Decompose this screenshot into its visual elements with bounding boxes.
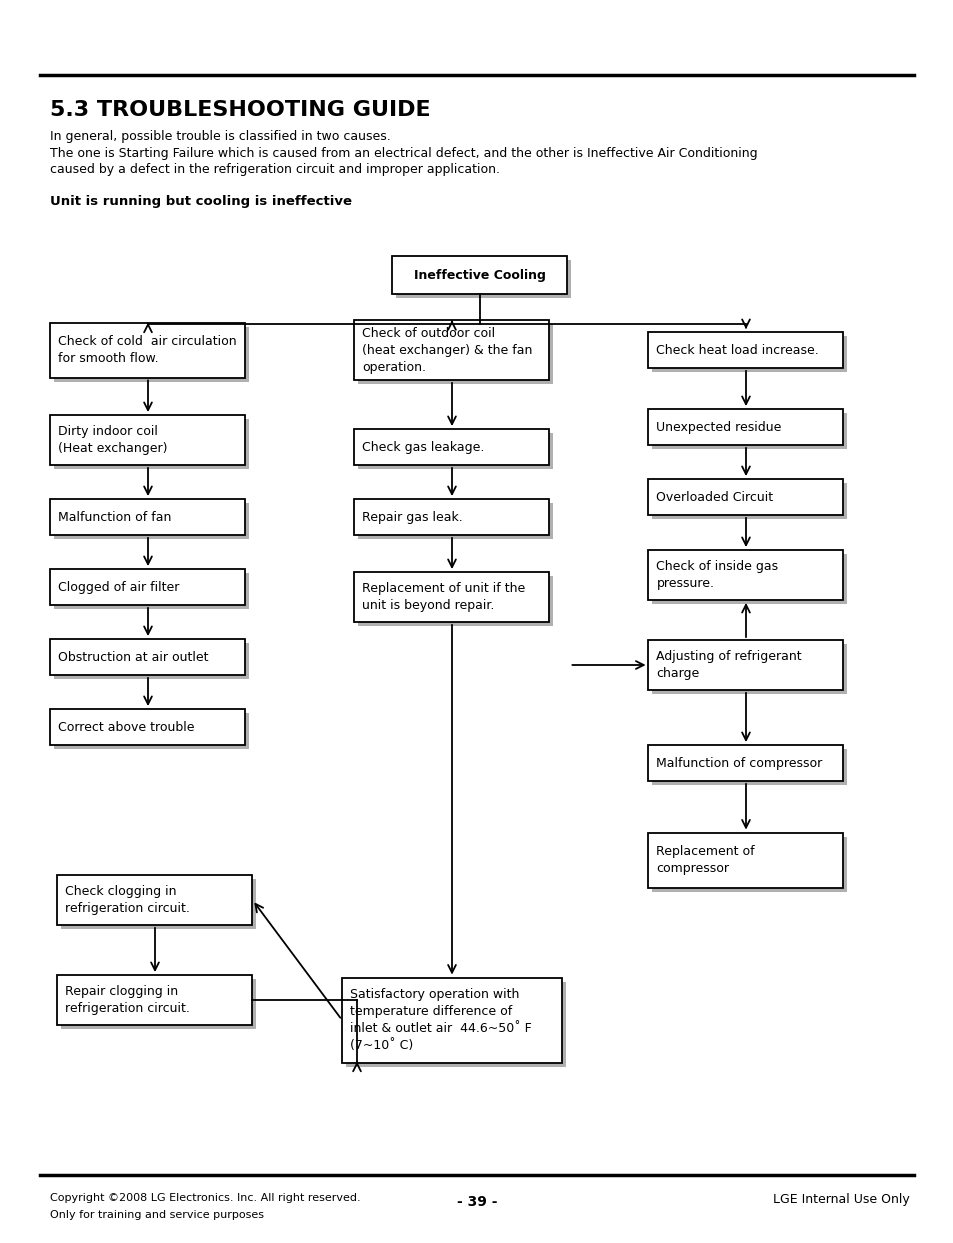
- FancyBboxPatch shape: [652, 837, 846, 891]
- Text: Only for training and service purposes: Only for training and service purposes: [50, 1209, 264, 1219]
- Text: Malfunction of fan: Malfunction of fan: [58, 511, 172, 523]
- FancyBboxPatch shape: [51, 709, 245, 745]
- FancyBboxPatch shape: [54, 419, 250, 469]
- Text: Copyright ©2008 LG Electronics. Inc. All right reserved.: Copyright ©2008 LG Electronics. Inc. All…: [50, 1193, 360, 1203]
- FancyBboxPatch shape: [61, 879, 256, 929]
- Text: Check of outdoor coil
(heat exchanger) & the fan
operation.: Check of outdoor coil (heat exchanger) &…: [362, 327, 533, 373]
- FancyBboxPatch shape: [652, 336, 846, 372]
- FancyBboxPatch shape: [396, 260, 571, 298]
- Text: Unit is running but cooling is ineffective: Unit is running but cooling is ineffecti…: [50, 195, 352, 208]
- FancyBboxPatch shape: [652, 413, 846, 449]
- Text: Check heat load increase.: Check heat load increase.: [656, 343, 819, 357]
- FancyBboxPatch shape: [652, 750, 846, 786]
- FancyBboxPatch shape: [355, 498, 549, 534]
- FancyBboxPatch shape: [54, 643, 250, 679]
- FancyBboxPatch shape: [346, 982, 565, 1066]
- FancyBboxPatch shape: [341, 977, 561, 1063]
- FancyBboxPatch shape: [652, 484, 846, 520]
- Text: LGE Internal Use Only: LGE Internal Use Only: [773, 1193, 909, 1207]
- Text: caused by a defect in the refrigeration circuit and improper application.: caused by a defect in the refrigeration …: [50, 163, 499, 177]
- Text: Satisfactory operation with
temperature difference of
inlet & outlet air  44.6~5: Satisfactory operation with temperature …: [350, 988, 531, 1052]
- Text: Adjusting of refrigerant
charge: Adjusting of refrigerant charge: [656, 650, 801, 680]
- FancyBboxPatch shape: [652, 554, 846, 604]
- FancyBboxPatch shape: [61, 979, 256, 1029]
- Text: Repair clogging in
refrigeration circuit.: Repair clogging in refrigeration circuit…: [66, 984, 191, 1016]
- FancyBboxPatch shape: [51, 569, 245, 605]
- FancyBboxPatch shape: [648, 332, 842, 368]
- FancyBboxPatch shape: [51, 639, 245, 675]
- Text: Replacement of
compressor: Replacement of compressor: [656, 845, 755, 875]
- FancyBboxPatch shape: [652, 644, 846, 694]
- Text: Dirty indoor coil
(Heat exchanger): Dirty indoor coil (Heat exchanger): [58, 425, 168, 455]
- Text: Clogged of air filter: Clogged of air filter: [58, 580, 180, 593]
- FancyBboxPatch shape: [392, 256, 567, 295]
- Text: Replacement of unit if the
unit is beyond repair.: Replacement of unit if the unit is beyon…: [362, 582, 525, 612]
- FancyBboxPatch shape: [648, 745, 842, 781]
- FancyBboxPatch shape: [54, 713, 250, 750]
- FancyBboxPatch shape: [355, 429, 549, 465]
- Text: Check of inside gas
pressure.: Check of inside gas pressure.: [656, 561, 778, 590]
- FancyBboxPatch shape: [358, 503, 553, 539]
- Text: The one is Starting Failure which is caused from an electrical defect, and the o: The one is Starting Failure which is cau…: [50, 147, 757, 160]
- FancyBboxPatch shape: [648, 409, 842, 445]
- FancyBboxPatch shape: [54, 327, 250, 382]
- FancyBboxPatch shape: [57, 875, 253, 925]
- Text: In general, possible trouble is classified in two causes.: In general, possible trouble is classifi…: [50, 131, 391, 143]
- FancyBboxPatch shape: [54, 573, 250, 609]
- Text: Obstruction at air outlet: Obstruction at air outlet: [58, 650, 209, 664]
- FancyBboxPatch shape: [51, 498, 245, 534]
- Text: Unexpected residue: Unexpected residue: [656, 420, 781, 434]
- Text: Overloaded Circuit: Overloaded Circuit: [656, 491, 773, 503]
- FancyBboxPatch shape: [648, 833, 842, 888]
- Text: Ineffective Cooling: Ineffective Cooling: [414, 268, 545, 281]
- FancyBboxPatch shape: [57, 975, 253, 1025]
- FancyBboxPatch shape: [355, 572, 549, 622]
- Text: - 39 -: - 39 -: [456, 1195, 497, 1209]
- FancyBboxPatch shape: [54, 503, 250, 539]
- FancyBboxPatch shape: [358, 576, 553, 626]
- Text: Malfunction of compressor: Malfunction of compressor: [656, 757, 821, 769]
- FancyBboxPatch shape: [51, 415, 245, 465]
- FancyBboxPatch shape: [648, 549, 842, 600]
- Text: 5.3 TROUBLESHOOTING GUIDE: 5.3 TROUBLESHOOTING GUIDE: [50, 99, 430, 121]
- Text: Check gas leakage.: Check gas leakage.: [362, 440, 484, 454]
- Text: Check of cold  air circulation
for smooth flow.: Check of cold air circulation for smooth…: [58, 336, 237, 365]
- FancyBboxPatch shape: [355, 319, 549, 380]
- Text: Correct above trouble: Correct above trouble: [58, 721, 194, 733]
- Text: Repair gas leak.: Repair gas leak.: [362, 511, 463, 523]
- FancyBboxPatch shape: [51, 322, 245, 378]
- FancyBboxPatch shape: [358, 433, 553, 469]
- FancyBboxPatch shape: [358, 324, 553, 384]
- Text: Check clogging in
refrigeration circuit.: Check clogging in refrigeration circuit.: [66, 885, 191, 915]
- FancyBboxPatch shape: [648, 479, 842, 515]
- FancyBboxPatch shape: [648, 640, 842, 690]
